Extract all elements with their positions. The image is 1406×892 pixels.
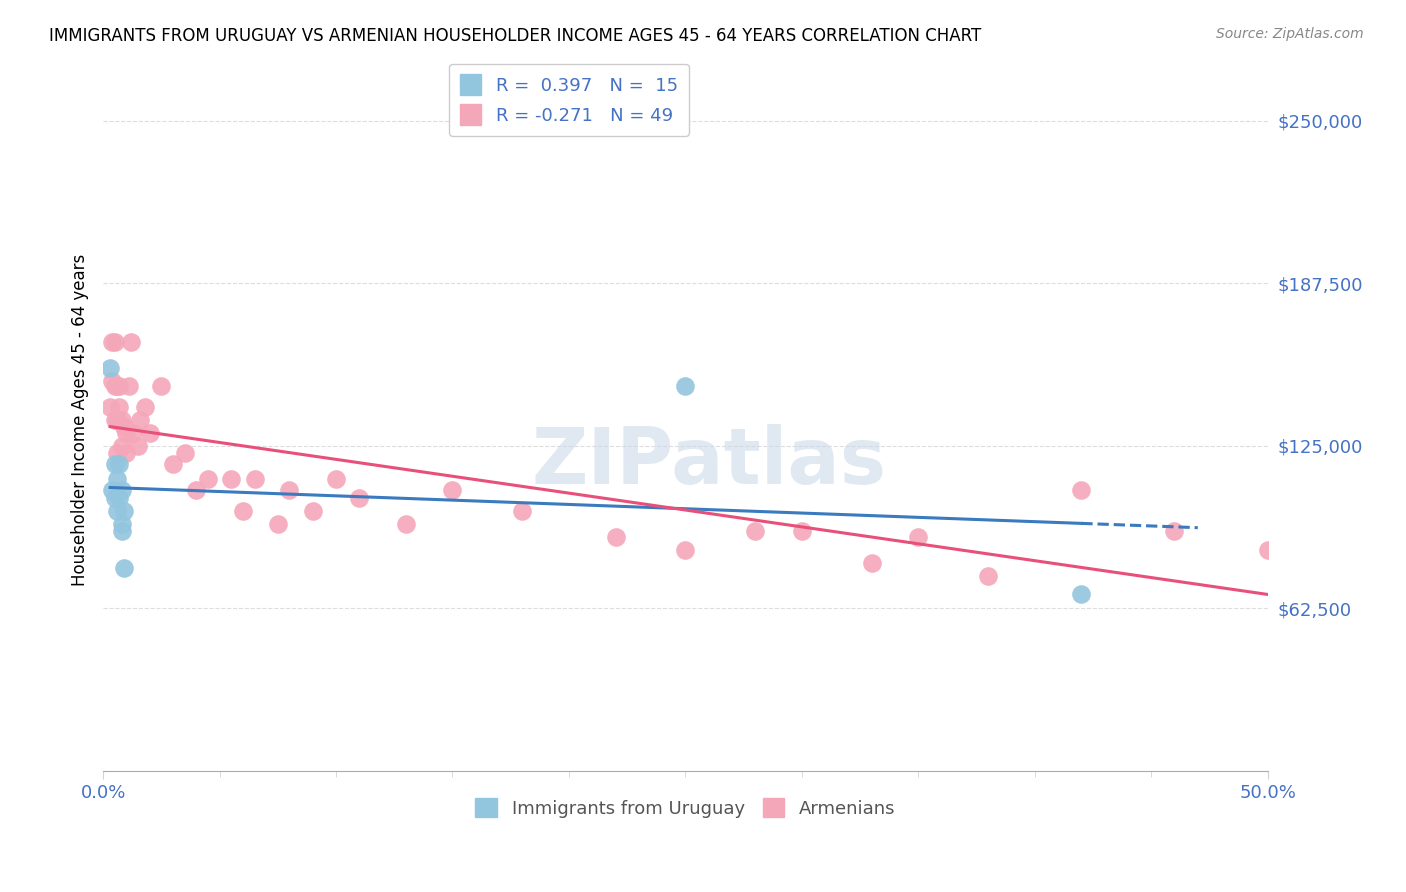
Point	[122, 425, 145, 440]
Point	[105, 446, 128, 460]
Point	[162, 457, 184, 471]
Point	[512, 503, 534, 517]
Point	[232, 503, 254, 517]
Point	[111, 483, 134, 497]
Point	[860, 556, 883, 570]
Point	[101, 334, 124, 349]
Point	[112, 503, 135, 517]
Point	[111, 516, 134, 531]
Point	[301, 503, 323, 517]
Point	[395, 516, 418, 531]
Point	[744, 524, 766, 539]
Point	[104, 491, 127, 505]
Point	[105, 412, 128, 426]
Point	[108, 400, 131, 414]
Point	[441, 483, 464, 497]
Point	[98, 400, 121, 414]
Text: IMMIGRANTS FROM URUGUAY VS ARMENIAN HOUSEHOLDER INCOME AGES 45 - 64 YEARS CORREL: IMMIGRANTS FROM URUGUAY VS ARMENIAN HOUS…	[49, 27, 981, 45]
Y-axis label: Householder Income Ages 45 - 64 years: Householder Income Ages 45 - 64 years	[72, 253, 89, 586]
Point	[1163, 524, 1185, 539]
Point	[907, 530, 929, 544]
Point	[101, 483, 124, 497]
Point	[977, 568, 1000, 582]
Point	[105, 472, 128, 486]
Point	[673, 542, 696, 557]
Point	[105, 503, 128, 517]
Point	[790, 524, 813, 539]
Point	[1257, 542, 1279, 557]
Point	[108, 379, 131, 393]
Point	[325, 472, 347, 486]
Point	[1070, 483, 1092, 497]
Point	[120, 334, 142, 349]
Point	[349, 491, 371, 505]
Point	[111, 524, 134, 539]
Point	[112, 561, 135, 575]
Point	[127, 439, 149, 453]
Point	[197, 472, 219, 486]
Point	[1070, 587, 1092, 601]
Point	[278, 483, 301, 497]
Point	[138, 425, 160, 440]
Legend: Immigrants from Uruguay, Armenians: Immigrants from Uruguay, Armenians	[468, 791, 903, 825]
Point	[105, 379, 128, 393]
Point	[129, 412, 152, 426]
Point	[605, 530, 627, 544]
Point	[101, 374, 124, 388]
Point	[104, 379, 127, 393]
Point	[219, 472, 242, 486]
Point	[108, 457, 131, 471]
Point	[111, 412, 134, 426]
Point	[673, 379, 696, 393]
Point	[186, 483, 208, 497]
Point	[104, 457, 127, 471]
Point	[118, 379, 141, 393]
Text: ZIPatlas: ZIPatlas	[531, 424, 886, 500]
Point	[267, 516, 290, 531]
Point	[115, 446, 138, 460]
Point	[104, 334, 127, 349]
Point	[243, 472, 266, 486]
Point	[150, 379, 173, 393]
Point	[134, 400, 156, 414]
Point	[104, 412, 127, 426]
Point	[112, 420, 135, 434]
Point	[98, 360, 121, 375]
Point	[173, 446, 195, 460]
Point	[111, 439, 134, 453]
Point	[108, 491, 131, 505]
Point	[115, 425, 138, 440]
Text: Source: ZipAtlas.com: Source: ZipAtlas.com	[1216, 27, 1364, 41]
